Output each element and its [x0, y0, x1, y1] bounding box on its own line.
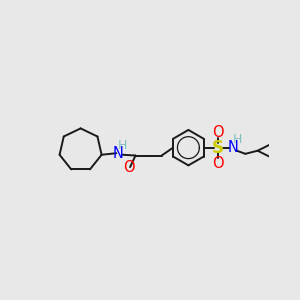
Text: O: O	[212, 125, 224, 140]
Text: N: N	[228, 140, 238, 155]
Text: O: O	[212, 155, 224, 170]
Text: H: H	[118, 139, 127, 152]
Text: H: H	[233, 134, 242, 146]
Text: N: N	[113, 146, 124, 161]
Text: O: O	[124, 160, 135, 175]
Text: S: S	[212, 139, 224, 157]
